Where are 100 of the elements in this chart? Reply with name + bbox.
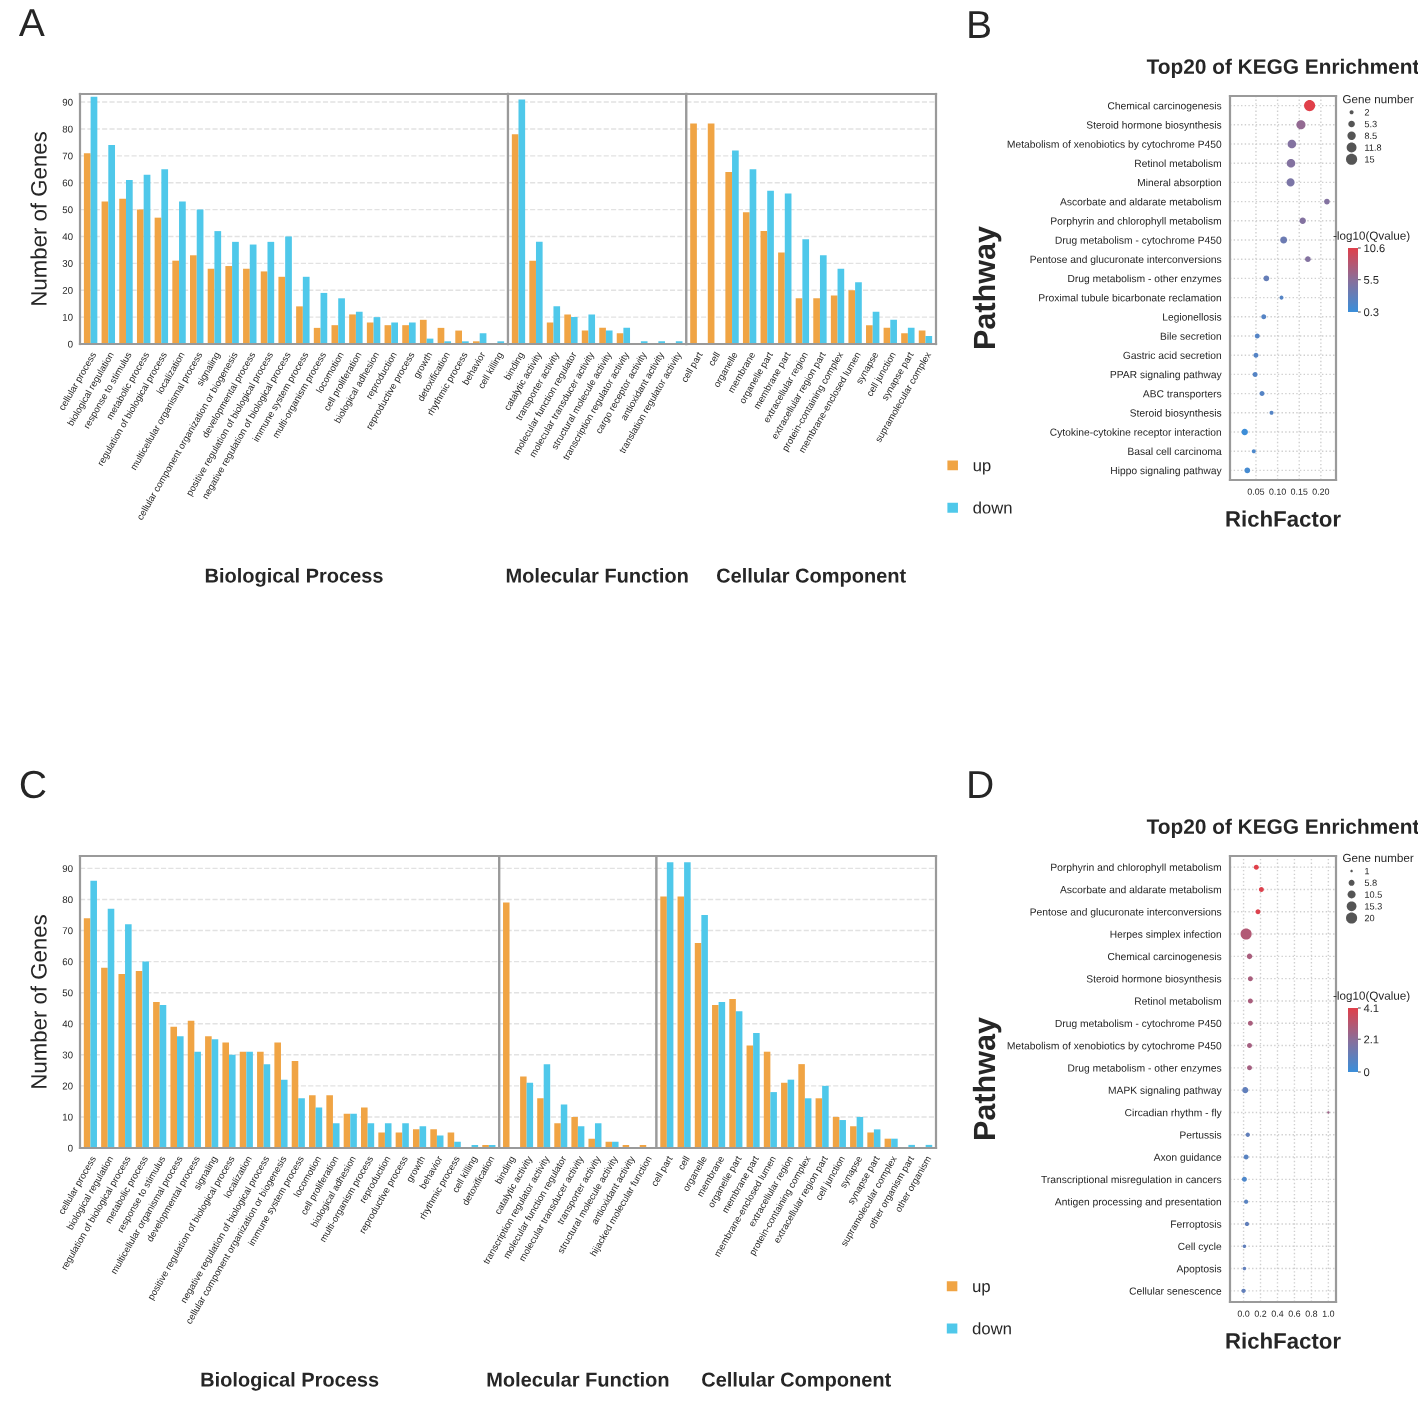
- bar: [571, 1116, 578, 1148]
- bar: [815, 1098, 823, 1148]
- bar: [402, 1123, 409, 1148]
- bar: [119, 198, 126, 344]
- legend-label: up: [973, 1283, 990, 1296]
- x-axis-title: Cellular Component: [702, 1372, 892, 1391]
- x-axis-title: RichFactor: [1226, 510, 1341, 527]
- bar: [537, 1098, 544, 1148]
- bar: [718, 1002, 726, 1148]
- bar: [753, 1033, 760, 1148]
- bar: [518, 99, 526, 344]
- bar: [866, 325, 873, 344]
- bar: [412, 1129, 420, 1148]
- bar: [848, 290, 856, 344]
- bar: [901, 333, 908, 344]
- text: A: [18, 9, 45, 36]
- bar: [136, 209, 144, 344]
- bar: [725, 171, 733, 344]
- bar: [690, 123, 697, 344]
- bar: [694, 942, 702, 1148]
- bar: [770, 1092, 777, 1148]
- bar: [331, 325, 339, 344]
- bar: [830, 295, 838, 344]
- bar: [712, 1005, 719, 1148]
- bar: [511, 134, 519, 344]
- bar: [83, 153, 91, 344]
- bar: [349, 314, 356, 344]
- bar: [419, 319, 427, 344]
- bar: [391, 322, 398, 344]
- x-axis-title: RichFactor: [1226, 1332, 1341, 1349]
- bar: [278, 276, 286, 344]
- bar: [142, 961, 149, 1148]
- bar: [170, 1026, 178, 1148]
- bar: [205, 1036, 212, 1148]
- bar: [194, 1051, 201, 1148]
- bar: [280, 1079, 288, 1148]
- bar: [232, 241, 239, 344]
- bar: [118, 974, 126, 1148]
- bar: [309, 1095, 316, 1148]
- bar: [355, 311, 363, 344]
- bar: [161, 169, 169, 344]
- bar: [177, 1036, 184, 1148]
- bar: [564, 314, 571, 344]
- bar: [742, 212, 750, 344]
- x-axis-title: Biological Process: [201, 1372, 379, 1391]
- bar: [249, 244, 257, 344]
- bar: [787, 1079, 795, 1148]
- bar: [802, 239, 810, 344]
- bar: [850, 1126, 857, 1148]
- x-axis-title: Cellular Component: [716, 568, 906, 587]
- bar: [666, 862, 674, 1148]
- bar: [408, 322, 416, 344]
- bar: [520, 1076, 527, 1148]
- bar: [543, 1064, 551, 1148]
- bar: [313, 327, 321, 344]
- bar: [605, 330, 613, 344]
- bar: [839, 1120, 846, 1148]
- bar: [338, 298, 345, 344]
- bar: [822, 1085, 829, 1148]
- bar: [891, 1138, 898, 1148]
- bar: [570, 317, 578, 344]
- bar: [229, 1054, 236, 1148]
- bar: [222, 1042, 229, 1148]
- bar: [732, 150, 739, 344]
- bar: [798, 1064, 805, 1148]
- bar: [366, 322, 374, 344]
- bar: [302, 276, 310, 344]
- bar: [257, 1051, 264, 1148]
- bar: [763, 1051, 771, 1148]
- bar: [125, 180, 133, 344]
- bar: [83, 918, 91, 1148]
- bar: [172, 260, 180, 344]
- bar: [350, 1113, 357, 1148]
- bar: [813, 298, 820, 344]
- bar: [735, 1011, 743, 1148]
- bar: [190, 255, 197, 344]
- bar: [332, 1123, 340, 1148]
- bar: [298, 1098, 305, 1148]
- bar: [767, 190, 774, 344]
- bar: [225, 266, 233, 344]
- bar: [125, 924, 132, 1148]
- bar: [588, 1138, 595, 1148]
- bar: [529, 260, 536, 344]
- bar: [455, 330, 463, 344]
- bar: [187, 1020, 195, 1148]
- bar: [553, 306, 561, 344]
- bar: [326, 1095, 333, 1148]
- y-axis-title: Pathway: [972, 226, 1002, 348]
- bar: [804, 1098, 812, 1148]
- bar: [243, 268, 250, 344]
- bar: [402, 325, 409, 344]
- bar: [677, 896, 685, 1148]
- bar: [107, 908, 115, 1148]
- bar: [535, 241, 543, 344]
- bar: [526, 1082, 534, 1148]
- bar: [239, 1051, 247, 1148]
- bar: [503, 902, 510, 1148]
- bar: [267, 241, 275, 344]
- bar: [211, 1039, 219, 1148]
- bar: [285, 236, 292, 344]
